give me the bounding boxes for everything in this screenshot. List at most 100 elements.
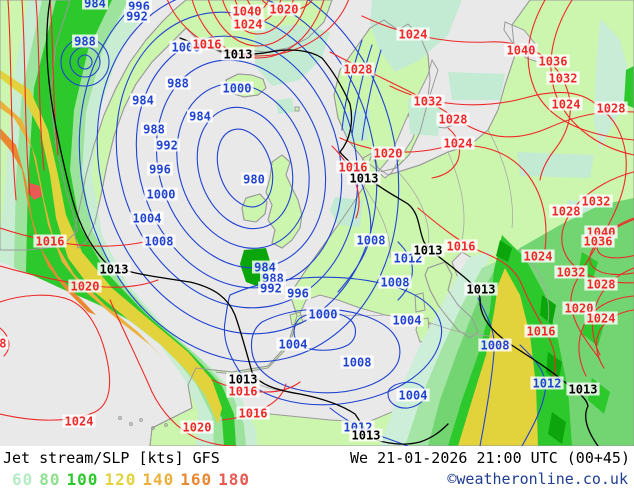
svg-text:1016: 1016: [339, 161, 368, 175]
svg-text:1008: 1008: [381, 276, 410, 290]
pressure-label: 1013: [464, 282, 498, 297]
pressure-label: 984: [130, 93, 156, 108]
pressure-label: 1013: [349, 428, 383, 443]
svg-text:1013: 1013: [467, 283, 496, 297]
pressure-label: 1028: [594, 101, 628, 116]
svg-text:1024: 1024: [587, 312, 616, 326]
svg-text:1024: 1024: [524, 250, 553, 264]
svg-text:1032: 1032: [414, 95, 443, 109]
pressure-label: 1028: [549, 204, 583, 219]
pressure-label: 1028: [584, 277, 618, 292]
svg-text:1013: 1013: [352, 429, 381, 443]
credit-link[interactable]: ©weatheronline.co.uk: [447, 470, 628, 488]
svg-text:1013: 1013: [350, 172, 379, 186]
pressure-label: 1016: [33, 234, 67, 249]
svg-text:1020: 1020: [374, 147, 403, 161]
svg-text:996: 996: [287, 287, 309, 301]
pressure-label: 1024: [584, 311, 618, 326]
svg-text:992: 992: [260, 282, 282, 296]
svg-text:1028: 1028: [552, 205, 581, 219]
svg-text:1032: 1032: [557, 266, 586, 280]
scale-value: 120: [104, 470, 137, 489]
chart-title: Jet stream/SLP [kts] GFS: [3, 449, 220, 467]
pressure-label: 1016: [236, 406, 270, 421]
svg-text:1008: 1008: [343, 356, 372, 370]
pressure-label: 1020: [371, 146, 405, 161]
pressure-label: 1012: [530, 376, 564, 391]
svg-text:1020: 1020: [71, 280, 100, 294]
svg-text:1036: 1036: [584, 235, 613, 249]
svg-text:984: 984: [132, 94, 154, 108]
valid-time: We 21-01-2026 21:00 UTC (00+45): [350, 449, 630, 467]
pressure-label: 1013: [566, 382, 600, 397]
svg-text:1013: 1013: [100, 263, 129, 277]
svg-text:1028: 1028: [597, 102, 626, 116]
pressure-label: 984: [82, 0, 108, 11]
pressure-label: 1013: [226, 372, 260, 387]
scale-value: 180: [218, 470, 251, 489]
scale-value: 80: [39, 470, 61, 489]
svg-text:1013: 1013: [224, 48, 253, 62]
pressure-label: 1024: [231, 17, 265, 32]
svg-text:1008: 1008: [481, 339, 510, 353]
svg-text:1032: 1032: [549, 72, 578, 86]
svg-text:1004: 1004: [133, 212, 162, 226]
svg-text:1020: 1020: [183, 421, 212, 435]
svg-text:1024: 1024: [65, 415, 94, 429]
pressure-labels: 984 996 992 988 1000 988 1000 984 984 988 992 996 98…: [0, 0, 628, 443]
svg-text:1004: 1004: [279, 338, 308, 352]
pressure-label: 1013: [347, 171, 381, 186]
svg-text:1000: 1000: [223, 82, 252, 96]
pressure-label: 1008: [378, 275, 412, 290]
svg-text:1008: 1008: [145, 235, 174, 249]
pressure-label: 1016: [336, 160, 370, 175]
pressure-label: 1036: [581, 234, 615, 249]
pressure-label: 1013: [221, 47, 255, 62]
scale-value: 140: [142, 470, 175, 489]
svg-text:1012: 1012: [533, 377, 562, 391]
pressure-label: 1032: [411, 94, 445, 109]
pressure-label: 1008: [478, 338, 512, 353]
svg-text:1024: 1024: [444, 137, 473, 151]
svg-text:1028: 1028: [344, 63, 373, 77]
pressure-label: 1032: [554, 265, 588, 280]
svg-text:1040: 1040: [233, 5, 262, 19]
pressure-label: 1016: [226, 384, 260, 399]
scale-value: 100: [66, 470, 99, 489]
svg-text:988: 988: [167, 77, 189, 91]
pressure-label: 1000: [220, 81, 254, 96]
pressure-label: 1040: [230, 4, 264, 19]
svg-text:1013: 1013: [229, 373, 258, 387]
svg-text:1004: 1004: [393, 314, 422, 328]
pressure-label: 1028: [436, 112, 470, 127]
pressure-label: 1000: [306, 307, 340, 322]
svg-text:1024: 1024: [399, 28, 428, 42]
svg-text:1000: 1000: [147, 188, 176, 202]
pressure-label: 992: [154, 138, 180, 153]
scale-value: 160: [180, 470, 213, 489]
svg-text:1016: 1016: [229, 385, 258, 399]
pressure-label: 1004: [396, 388, 430, 403]
map-canvas: 984 996 992 988 1000 988 1000 984 984 988 992 996 98…: [0, 0, 634, 446]
svg-text:1032: 1032: [582, 195, 611, 209]
svg-text:1016: 1016: [193, 38, 222, 52]
pressure-label: 992: [124, 9, 150, 24]
pressure-label: 1013: [411, 243, 445, 258]
weather-map: 984 996 992 988 1000 988 1000 984 984 988 992 996 98…: [0, 0, 634, 446]
pressure-label: 1008: [142, 234, 176, 249]
pressure-label: 1024: [521, 249, 555, 264]
svg-text:984: 984: [254, 261, 276, 275]
svg-text:992: 992: [156, 139, 178, 153]
svg-text:1013: 1013: [569, 383, 598, 397]
pressure-label: 1020: [68, 279, 102, 294]
pressure-label: 996: [285, 286, 311, 301]
svg-text:984: 984: [189, 110, 211, 124]
svg-text:1016: 1016: [36, 235, 65, 249]
svg-text:1016: 1016: [527, 325, 556, 339]
pressure-label: 1020: [180, 420, 214, 435]
svg-text:988: 988: [74, 35, 96, 49]
pressure-label: 984: [187, 109, 213, 124]
pressure-label: 996: [147, 162, 173, 177]
pressure-label: 1028: [0, 336, 9, 351]
